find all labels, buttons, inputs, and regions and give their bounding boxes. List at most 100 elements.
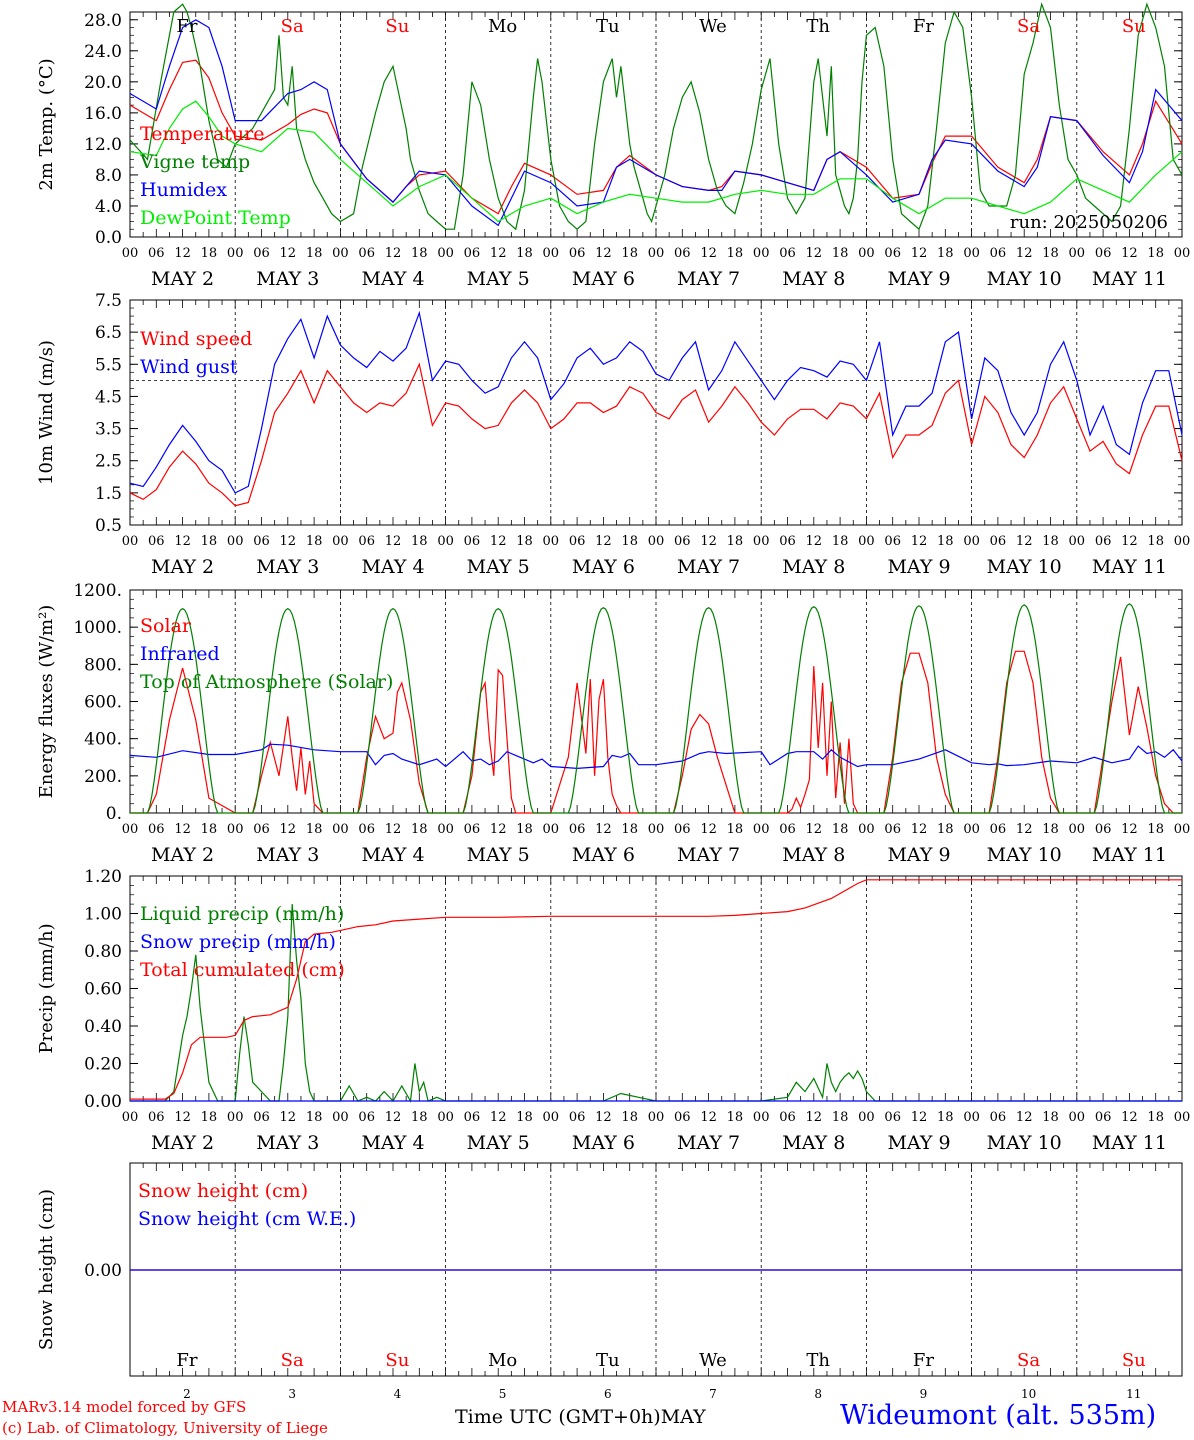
hour-label: 18 xyxy=(727,534,744,549)
hour-label: 00 xyxy=(1069,1110,1086,1125)
y-tick-label: 16.0 xyxy=(84,104,122,124)
legend-entry: Humidex xyxy=(140,179,227,201)
hour-label: 00 xyxy=(437,534,454,549)
hour-label: 00 xyxy=(753,534,770,549)
hour-label: 12 xyxy=(385,1110,402,1125)
hour-label: 18 xyxy=(621,822,638,837)
hour-label: 00 xyxy=(1069,246,1086,261)
hour-label: 12 xyxy=(806,246,823,261)
hour-label: 18 xyxy=(1042,1110,1059,1125)
hour-label: 06 xyxy=(569,246,586,261)
legend-entry: DewPoint Temp xyxy=(140,207,291,229)
hour-label: 06 xyxy=(1095,534,1112,549)
hour-label: 12 xyxy=(595,246,612,261)
day-name: Sa xyxy=(1017,1350,1040,1371)
hour-label: 18 xyxy=(411,246,428,261)
hour-label: 12 xyxy=(490,1110,507,1125)
y-tick-label: 800. xyxy=(84,655,122,675)
hour-label: 12 xyxy=(490,246,507,261)
hour-label: 06 xyxy=(779,1110,796,1125)
hour-label: 06 xyxy=(358,246,375,261)
panel-2 xyxy=(129,299,1183,526)
hour-label: 00 xyxy=(963,1110,980,1125)
hour-label: 06 xyxy=(990,246,1007,261)
y-tick-label: 0.0 xyxy=(95,228,122,248)
hour-label: 00 xyxy=(963,822,980,837)
hour-label: 06 xyxy=(1095,822,1112,837)
y-tick-label: 0.00 xyxy=(84,1092,122,1112)
hour-label: 00 xyxy=(963,534,980,549)
date-label: MAY 4 xyxy=(361,268,424,290)
y-tick-label: 1000. xyxy=(73,618,122,638)
day-number: 8 xyxy=(814,1387,822,1401)
hour-label: 12 xyxy=(174,246,191,261)
y-tick-label: 3.5 xyxy=(95,420,122,440)
date-label: MAY 8 xyxy=(782,844,845,866)
y-tick-label: 600. xyxy=(84,693,122,713)
date-label: MAY 11 xyxy=(1092,268,1167,290)
hour-label: 00 xyxy=(1174,822,1191,837)
date-label: MAY 10 xyxy=(987,268,1062,290)
hour-label: 12 xyxy=(1016,822,1033,837)
panel-5 xyxy=(129,1162,1183,1377)
legend-entry: Top of Atmosphere (Solar) xyxy=(140,671,393,693)
hour-label: 06 xyxy=(779,822,796,837)
date-label: MAY 9 xyxy=(887,1132,950,1154)
hour-label: 18 xyxy=(1042,534,1059,549)
day-name: Sa xyxy=(1017,16,1040,37)
hour-label: 18 xyxy=(832,534,849,549)
panel-3 xyxy=(129,589,1183,814)
hour-label: 18 xyxy=(1147,822,1164,837)
hour-label: 00 xyxy=(648,822,665,837)
hour-label: 18 xyxy=(201,534,218,549)
model-credit: MARv3.14 model forced by GFS xyxy=(2,1398,247,1416)
y-tick-label: 12.0 xyxy=(84,135,122,155)
hour-label: 00 xyxy=(332,1110,349,1125)
hour-label: 00 xyxy=(332,822,349,837)
hour-label: 18 xyxy=(832,246,849,261)
hour-label: 18 xyxy=(201,246,218,261)
panel-1 xyxy=(129,2,1183,238)
legend-entry: Infrared xyxy=(140,643,220,665)
y-tick-label: 0.60 xyxy=(84,980,122,1000)
hour-label: 18 xyxy=(621,534,638,549)
hour-label: 06 xyxy=(569,534,586,549)
legend-entry: Wind gust xyxy=(140,356,238,378)
date-label: MAY 3 xyxy=(256,1132,319,1154)
series-wind-gust xyxy=(129,310,1183,494)
legend-entry: Snow height (cm) xyxy=(138,1180,308,1202)
hour-label: 18 xyxy=(1042,822,1059,837)
hour-label: 06 xyxy=(569,822,586,837)
y-tick-label: 1.5 xyxy=(95,484,122,504)
hour-label: 12 xyxy=(595,822,612,837)
hour-label: 12 xyxy=(911,246,928,261)
day-name: We xyxy=(699,16,727,37)
hour-label: 00 xyxy=(543,534,560,549)
hour-label: 12 xyxy=(385,534,402,549)
legend-entry: Temperature xyxy=(140,123,264,145)
hour-label: 12 xyxy=(806,822,823,837)
date-label: MAY 5 xyxy=(467,1132,530,1154)
hour-label: 00 xyxy=(227,822,244,837)
date-label: MAY 11 xyxy=(1092,556,1167,578)
hour-label: 18 xyxy=(411,1110,428,1125)
hour-label: 18 xyxy=(516,246,533,261)
hour-label: 18 xyxy=(201,822,218,837)
date-label: MAY 4 xyxy=(361,556,424,578)
date-label: MAY 6 xyxy=(572,268,635,290)
hour-label: 00 xyxy=(543,1110,560,1125)
y-tick-label: 28.0 xyxy=(84,11,122,31)
hour-label: 18 xyxy=(306,822,323,837)
hour-label: 06 xyxy=(464,246,481,261)
hour-label: 06 xyxy=(148,822,165,837)
hour-label: 12 xyxy=(1016,534,1033,549)
date-label: MAY 2 xyxy=(151,556,214,578)
hour-label: 06 xyxy=(253,534,270,549)
hour-label: 06 xyxy=(990,822,1007,837)
x-axis-caption: Time UTC (GMT+0h)MAY xyxy=(455,1406,706,1428)
y-axis-title: 2m Temp. (°C) xyxy=(36,58,57,190)
y-tick-label: 0. xyxy=(106,804,122,824)
day-number: 7 xyxy=(709,1387,717,1401)
date-label: MAY 3 xyxy=(256,844,319,866)
